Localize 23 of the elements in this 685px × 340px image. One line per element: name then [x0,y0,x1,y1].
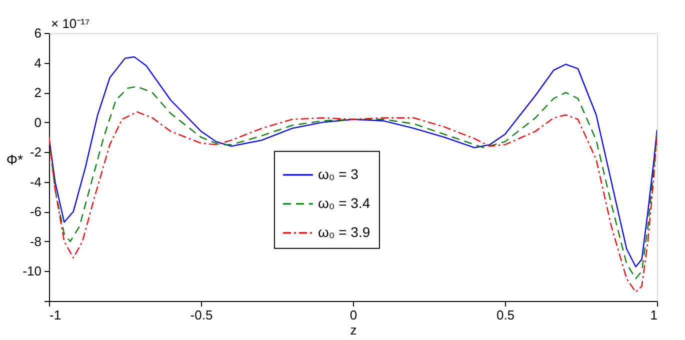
line-series [49,56,657,268]
y-tick-label: 4 [34,55,42,70]
y-tick-label: -6 [30,204,42,220]
y-tick-label: -8 [30,234,42,249]
x-tick-label: 0 [350,308,358,322]
legend-label: ω₀ = 3.4 [318,194,370,211]
y-tick-label: -10 [22,264,42,279]
y-tick-label: 6 [34,26,42,40]
y-tick-label: 0 [34,114,42,130]
legend-label: ω₀ = 3 [318,166,359,182]
x-tick-label: -1 [50,308,62,322]
line-series [49,86,657,280]
text: × 10⁻¹⁷ [51,16,90,31]
x-axis-title: z [350,322,357,338]
legend-label: ω₀ = 3.9 [318,224,370,240]
y-tick-label: -2 [30,144,42,160]
x-tick-label: 1 [650,308,658,322]
y-tick-label: -4 [30,174,42,190]
line-series [49,111,657,293]
y-tick-label: 2 [34,85,42,100]
y-axis-title: Φ* [6,152,24,168]
x-tick-label: 0.5 [496,308,515,322]
x-tick-label: -0.5 [190,308,213,322]
